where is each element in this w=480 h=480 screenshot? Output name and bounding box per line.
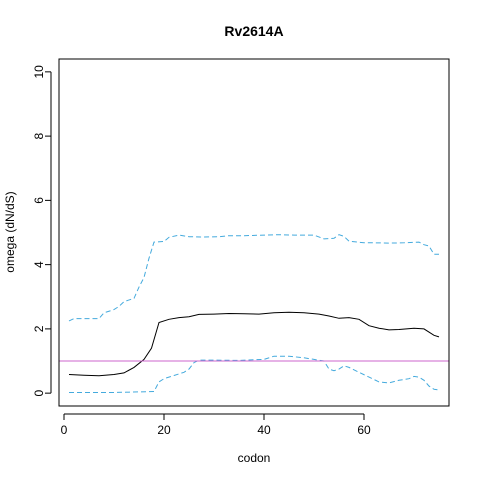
y-tick-label: 0: [32, 389, 46, 396]
x-axis-label: codon: [238, 451, 271, 465]
y-tick-label: 2: [32, 325, 46, 332]
y-tick-label: 8: [32, 132, 46, 139]
plot-frame: [58, 58, 450, 407]
plot-lines: [68, 234, 440, 393]
x-tick-label: 60: [357, 423, 371, 437]
y-tick-label: 6: [32, 197, 46, 204]
series-line-estimate: [68, 311, 440, 377]
y-axis-label: omega (dN/dS): [3, 191, 17, 272]
series-line-ci-1: [68, 234, 439, 322]
y-axis: 0 2 4 6 8 10: [32, 65, 52, 396]
y-tick-label: 4: [32, 261, 46, 268]
x-tick-label: 0: [61, 423, 68, 437]
x-tick-label: 40: [257, 423, 271, 437]
series-line-ci-2: [69, 355, 440, 393]
y-tick-label: 10: [32, 65, 46, 79]
x-tick-label: 20: [157, 423, 171, 437]
x-axis: 0 20 40 60: [61, 413, 371, 437]
chart-title: Rv2614A: [224, 23, 283, 39]
